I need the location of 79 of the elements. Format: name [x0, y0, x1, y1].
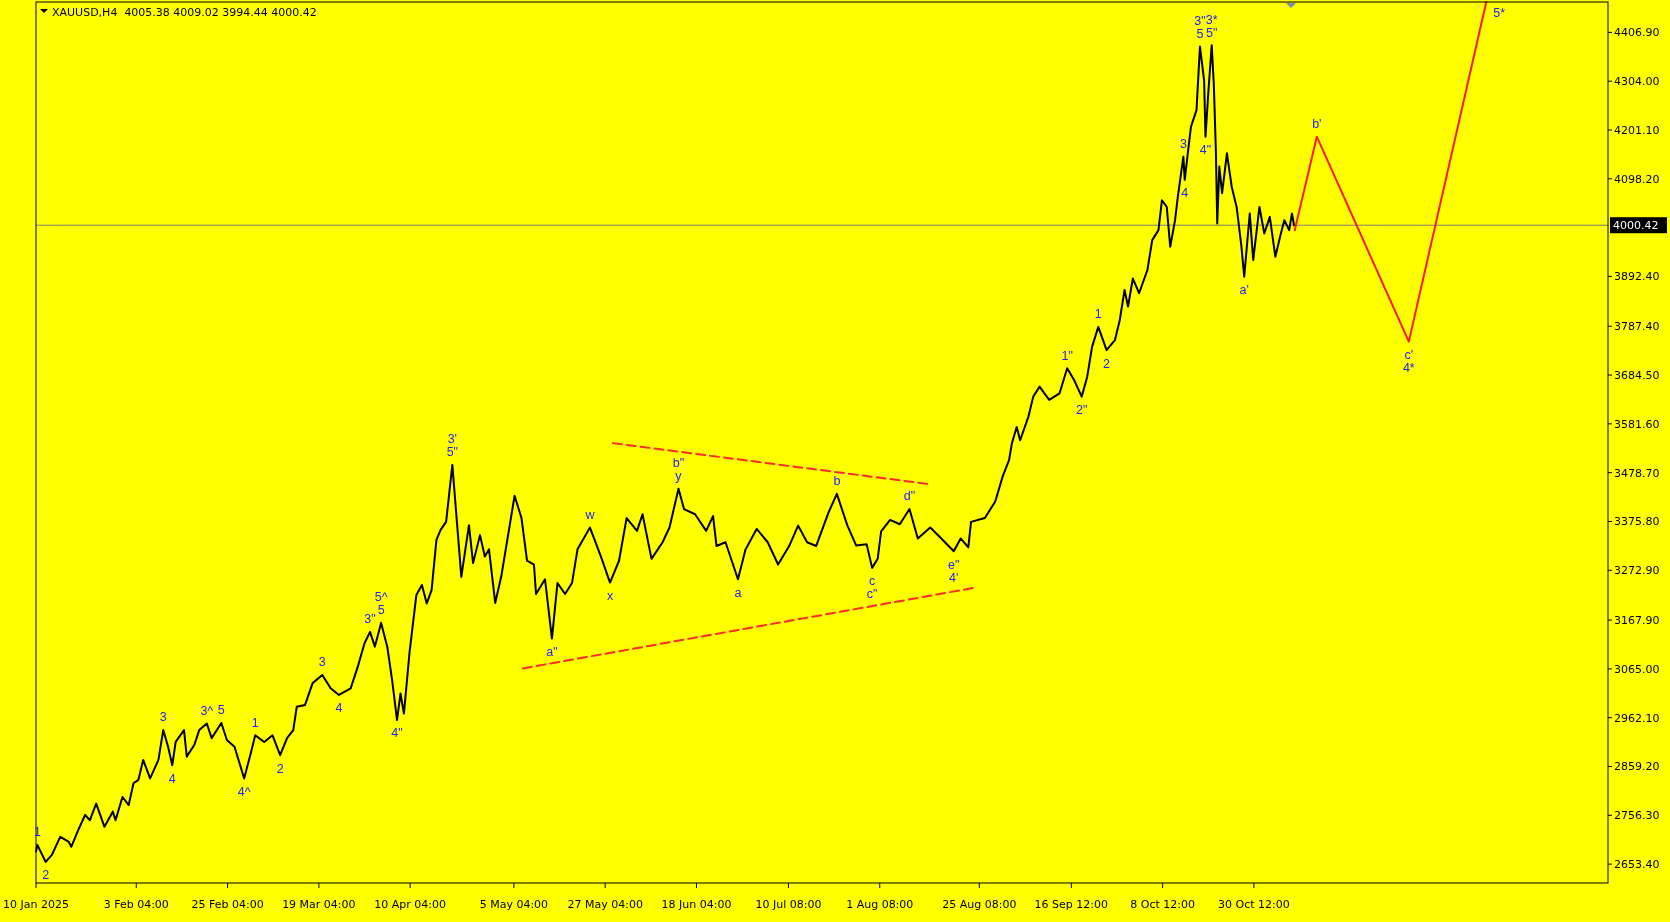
x-tick-label: 16 Sep 12:00: [1034, 898, 1109, 911]
annotation: 3^: [200, 703, 214, 718]
y-tick-label: 3684.50: [1614, 368, 1660, 382]
annotation: 4^: [237, 784, 251, 799]
annotation: a": [546, 644, 558, 659]
annotation: 2: [276, 761, 284, 776]
annotation: c: [869, 574, 876, 589]
x-tick-label: 25 Aug 08:00: [942, 898, 1017, 911]
annotation: a': [1239, 283, 1249, 298]
ref-line-label: 4000.42: [1613, 219, 1659, 233]
annotation: b: [833, 474, 841, 489]
annotation: 1: [1094, 307, 1102, 322]
x-tick-label: 3 Feb 04:00: [103, 898, 169, 911]
y-tick-label: 3892.40: [1614, 270, 1660, 284]
y-tick-label: 2962.10: [1614, 711, 1660, 725]
x-tick-label: 10 Apr 04:00: [374, 898, 447, 911]
y-tick-label: 2653.40: [1614, 857, 1660, 871]
annotation: c': [1404, 347, 1414, 362]
annotation: 1: [251, 715, 259, 730]
y-tick-label: 3167.90: [1614, 613, 1660, 627]
y-tick-label: 4406.90: [1614, 26, 1660, 40]
annotation: 5^: [374, 590, 388, 605]
annotation: 4: [335, 701, 343, 716]
chart-title: XAUUSD,H4 4005.38 4009.02 3994.44 4000.42: [52, 6, 317, 19]
annotation: 3: [318, 655, 326, 670]
annotation: 3": [364, 612, 376, 627]
annotation: 3: [1179, 137, 1187, 151]
x-tick-label: 18 Jun 04:00: [661, 898, 732, 911]
annotation: a: [734, 585, 742, 600]
annotation: 4: [168, 771, 176, 786]
y-tick-label: 4304.00: [1614, 75, 1660, 89]
y-tick-label: 3375.80: [1614, 515, 1660, 529]
annotation: 2": [1076, 403, 1088, 418]
annotation: b': [1312, 117, 1322, 132]
y-tick-label: 3581.60: [1614, 417, 1660, 431]
annotation: b": [672, 456, 685, 471]
x-tick-label: 19 Mar 04:00: [282, 898, 356, 911]
annotation: x: [606, 588, 614, 603]
annotation: 1: [33, 825, 41, 840]
annotation: 3: [159, 710, 167, 725]
annotation: 5: [217, 703, 225, 718]
x-tick-label: 25 Feb 04:00: [191, 898, 264, 911]
annotation: 4: [1181, 186, 1189, 201]
y-tick-label: 4098.20: [1614, 172, 1660, 186]
annotation: 5": [446, 445, 459, 460]
annotation: d": [903, 489, 916, 504]
annotation: 5: [1196, 26, 1204, 41]
annotation: 2: [42, 868, 50, 883]
annotation: 1": [1061, 348, 1073, 363]
annotation: 3*: [1205, 12, 1218, 27]
annotation: 4': [949, 570, 959, 585]
annotation: 5: [377, 603, 385, 618]
annotation: e": [948, 557, 960, 572]
annotation: 4": [1199, 143, 1212, 158]
y-tick-label: 4201.10: [1614, 123, 1660, 137]
x-tick-label: 10 Jan 2025: [3, 898, 69, 911]
y-tick-label: 3272.90: [1614, 564, 1660, 578]
annotation: 3': [447, 432, 458, 447]
x-tick-label: 27 May 04:00: [567, 898, 643, 911]
x-tick-label: 8 Oct 12:00: [1130, 898, 1195, 911]
x-tick-label: 10 Jul 08:00: [755, 898, 822, 911]
annotation: 5": [1206, 25, 1218, 40]
y-tick-label: 3065.00: [1614, 662, 1660, 676]
annotation: 3": [1194, 13, 1206, 28]
x-tick-label: 5 May 04:00: [479, 898, 549, 911]
y-tick-label: 3787.40: [1614, 320, 1660, 334]
annotation: 4": [391, 726, 403, 741]
annotation: w: [584, 507, 596, 522]
annotation: 4*: [1402, 360, 1415, 375]
annotation: 2: [1103, 356, 1111, 371]
x-tick-label: 30 Oct 12:00: [1218, 898, 1290, 911]
annotation: 5*: [1493, 6, 1506, 21]
annotation: c": [866, 587, 878, 602]
line-series: [1293, 1, 1488, 343]
y-tick-label: 2859.20: [1614, 760, 1660, 774]
y-tick-label: 3478.70: [1614, 466, 1660, 480]
annotation: y: [675, 469, 683, 484]
y-tick-label: 2756.30: [1614, 809, 1660, 823]
x-tick-label: 1 Aug 08:00: [846, 898, 914, 911]
